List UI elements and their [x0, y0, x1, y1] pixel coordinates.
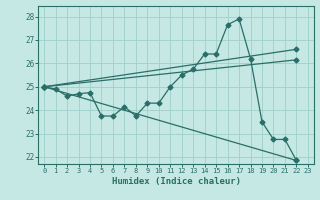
X-axis label: Humidex (Indice chaleur): Humidex (Indice chaleur)	[111, 177, 241, 186]
